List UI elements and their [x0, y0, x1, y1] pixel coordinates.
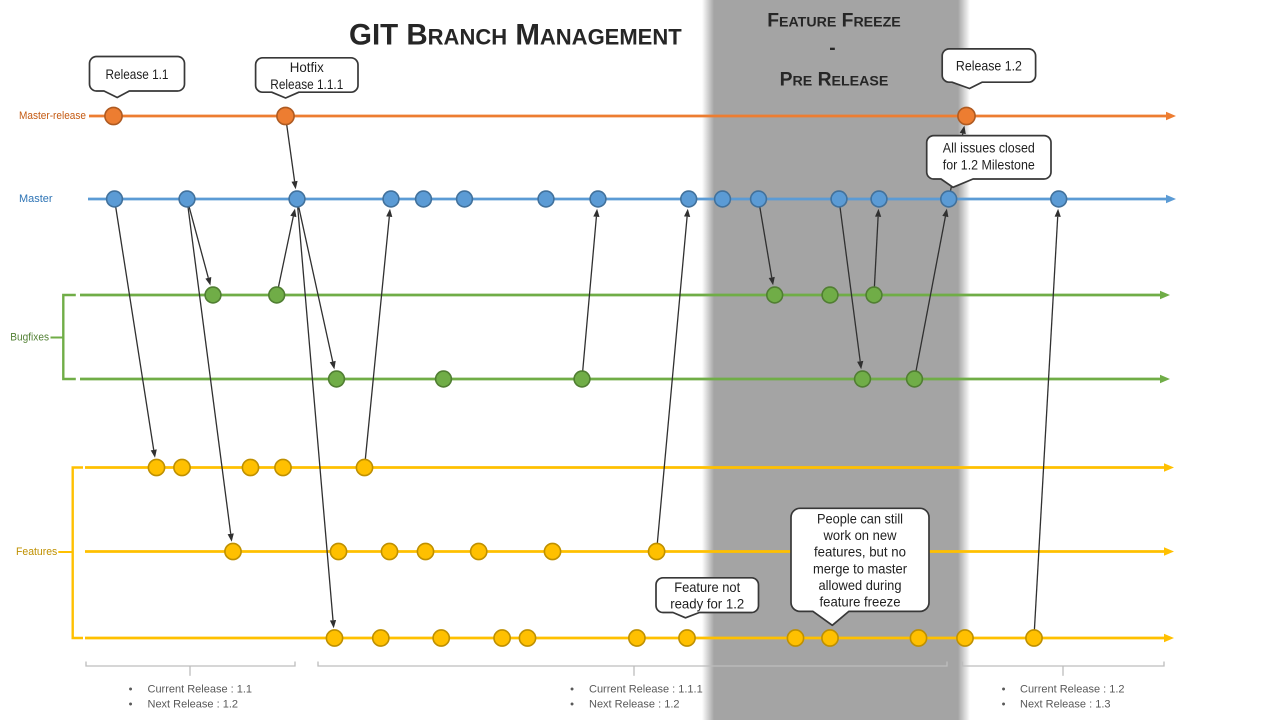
svg-text:Bugfixes: Bugfixes [10, 332, 49, 344]
svg-text:work on new: work on new [823, 527, 898, 543]
svg-text:for 1.2 Milestone: for 1.2 Milestone [943, 156, 1035, 172]
svg-text:•: • [129, 699, 133, 711]
svg-text:-: - [829, 38, 835, 59]
svg-text:•: • [1002, 684, 1006, 696]
svg-text:PRE RELEASE: PRE RELEASE [780, 69, 889, 90]
svg-text:allowed during: allowed during [819, 577, 902, 593]
svg-text:feature freeze: feature freeze [820, 594, 901, 610]
svg-text:Current Release : 1.1: Current Release : 1.1 [148, 684, 253, 696]
svg-text:Features: Features [16, 546, 58, 558]
svg-text:GIT BRANCH MANAGEMENT: GIT BRANCH MANAGEMENT [349, 19, 682, 52]
svg-text:Current Release : 1.2: Current Release : 1.2 [1020, 684, 1125, 696]
svg-text:Next Release : 1.2: Next Release : 1.2 [589, 699, 680, 711]
svg-text:merge to master: merge to master [813, 560, 907, 576]
svg-text:ready for 1.2: ready for 1.2 [670, 595, 744, 611]
svg-text:Master: Master [19, 193, 53, 205]
svg-text:Feature not: Feature not [674, 579, 740, 595]
svg-text:features, but no: features, but no [814, 544, 906, 560]
svg-text:Next Release : 1.2: Next Release : 1.2 [148, 699, 239, 711]
svg-text:Next Release : 1.3: Next Release : 1.3 [1020, 699, 1111, 711]
svg-text:Hotfix: Hotfix [290, 59, 324, 75]
svg-text:All issues closed: All issues closed [943, 139, 1035, 155]
svg-text:•: • [129, 684, 133, 696]
svg-text:Current Release : 1.1.1: Current Release : 1.1.1 [589, 684, 703, 696]
svg-text:•: • [1002, 699, 1006, 711]
svg-text:FEATURE FREEZE: FEATURE FREEZE [767, 10, 901, 31]
svg-text:Release 1.2: Release 1.2 [956, 58, 1022, 74]
svg-text:•: • [570, 684, 574, 696]
svg-text:Release 1.1: Release 1.1 [106, 66, 169, 82]
svg-text:People can still: People can still [817, 511, 903, 527]
svg-text:•: • [570, 699, 574, 711]
svg-text:Release 1.1.1: Release 1.1.1 [270, 76, 343, 92]
svg-text:Master-release: Master-release [19, 110, 86, 122]
